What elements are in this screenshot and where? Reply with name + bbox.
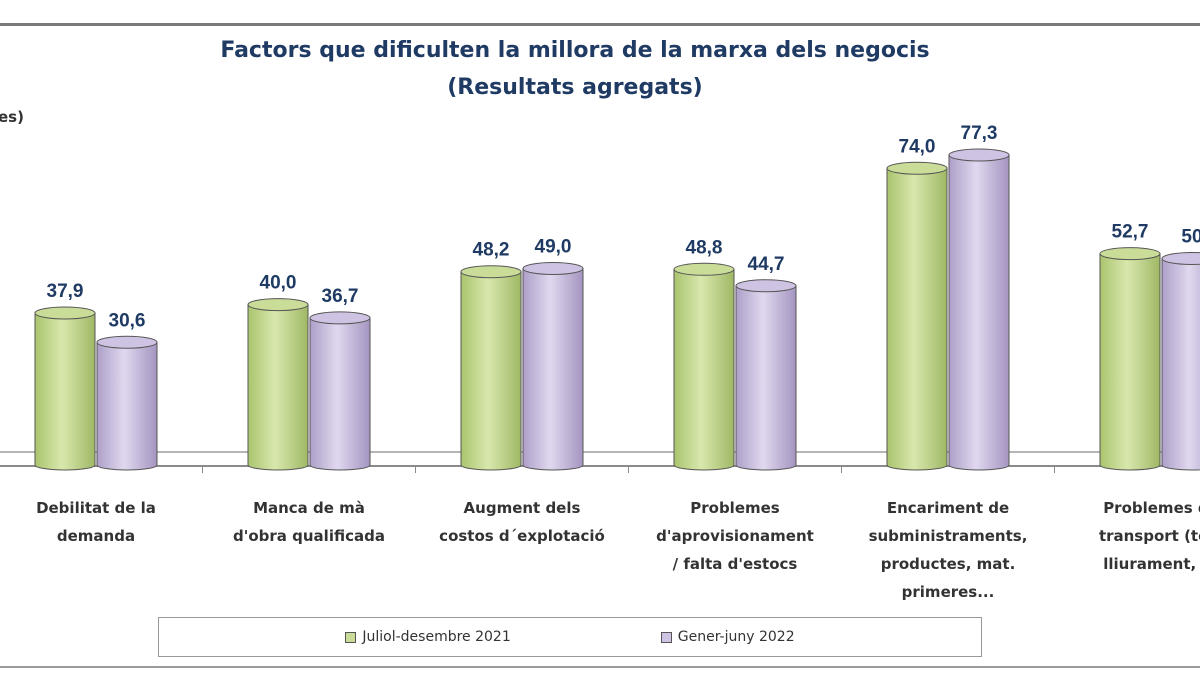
x-tick-label: Manca de mà d'obra qualificada — [204, 494, 414, 550]
bar-top — [96, 335, 158, 349]
x-tick-label-line: lliurament, et — [1103, 555, 1200, 573]
bar — [96, 335, 158, 471]
x-tick-label-line: d'obra qualificada — [233, 527, 385, 545]
legend-label-0: Juliol-desembre 2021 — [362, 629, 511, 645]
x-tick-label-line: transport (terr — [1098, 527, 1200, 545]
data-label: 30,6 — [109, 310, 146, 331]
data-label: 40,0 — [260, 273, 297, 294]
x-tick-label-line: demanda — [56, 527, 136, 545]
bar-top — [735, 279, 797, 293]
data-label: 44,7 — [748, 254, 785, 275]
x-tick-label-line: costos d´explotació — [439, 527, 605, 545]
legend-swatch-0 — [345, 631, 357, 643]
data-label: 52,7 — [1112, 222, 1149, 243]
bar — [522, 262, 584, 471]
legend-item-1: Gener-juny 2022 — [660, 629, 795, 645]
data-label: 74,0 — [899, 136, 936, 157]
bar-top — [1099, 247, 1161, 261]
bar-top — [673, 262, 735, 276]
bar — [673, 262, 735, 471]
x-tick-label: Encariment de subministraments, productes,… — [843, 494, 1053, 606]
bar-top — [948, 148, 1010, 162]
bar — [735, 279, 797, 471]
chart-subtitle: (Resultats agregats) — [447, 75, 703, 100]
legend: Juliol-desembre 2021 Gener-juny 2022 — [158, 617, 982, 657]
chart-frame — [0, 23, 1200, 668]
bar — [948, 148, 1010, 471]
bar — [1099, 247, 1161, 471]
bar — [247, 298, 309, 471]
x-tick-label-line: d'aprovisionament — [656, 527, 814, 545]
bar — [309, 311, 371, 471]
chart-title: Factors que dificulten la millora de la … — [220, 38, 930, 63]
bar-top — [886, 161, 948, 175]
legend-label-1: Gener-juny 2022 — [677, 629, 795, 645]
bar-top — [34, 306, 96, 320]
bar — [34, 306, 96, 471]
bar-top — [247, 298, 309, 312]
x-tick-label: Problemes d'aprovisionament / falta d'esto… — [630, 494, 840, 578]
x-tick-label: Augment dels costos d´explotació — [417, 494, 627, 550]
bar-top — [460, 265, 522, 279]
bar-top — [1161, 251, 1200, 265]
x-tick-label: Debilitat de la demanda — [0, 494, 201, 550]
x-tick-label: Problemes de transport (terr lliurament, e… — [1056, 494, 1200, 578]
x-tick-label-line: Manca de mà — [253, 499, 365, 517]
legend-swatch-1 — [660, 631, 672, 643]
data-label: 49,0 — [535, 237, 572, 258]
data-label: 48,8 — [686, 237, 723, 258]
data-label: 36,7 — [322, 286, 359, 307]
x-tick-label-line: / falta d'estocs — [672, 555, 798, 573]
bar-top — [522, 262, 584, 276]
bar — [460, 265, 522, 471]
x-tick-label-line: Problemes de — [1103, 499, 1200, 517]
data-label: 50 — [1181, 226, 1200, 247]
x-tick-label-line: Problemes — [690, 499, 780, 517]
x-tick-label-line: productes, mat. — [880, 555, 1016, 573]
x-tick-label-line: Augment dels — [463, 499, 581, 517]
bar — [1161, 251, 1200, 471]
data-label: 77,3 — [961, 123, 998, 144]
x-tick-label-line: subministraments, — [868, 527, 1028, 545]
data-label: 48,2 — [473, 240, 510, 261]
bar — [886, 161, 948, 471]
data-label: 37,9 — [47, 281, 84, 302]
bar-top — [309, 311, 371, 325]
legend-item-0: Juliol-desembre 2021 — [345, 629, 511, 645]
y-axis-label: es) — [0, 108, 24, 126]
x-tick-label-line: primeres... — [901, 583, 995, 601]
x-tick-label-line: Encariment de — [886, 499, 1010, 517]
x-tick-label-line: Debilitat de la — [36, 499, 156, 517]
